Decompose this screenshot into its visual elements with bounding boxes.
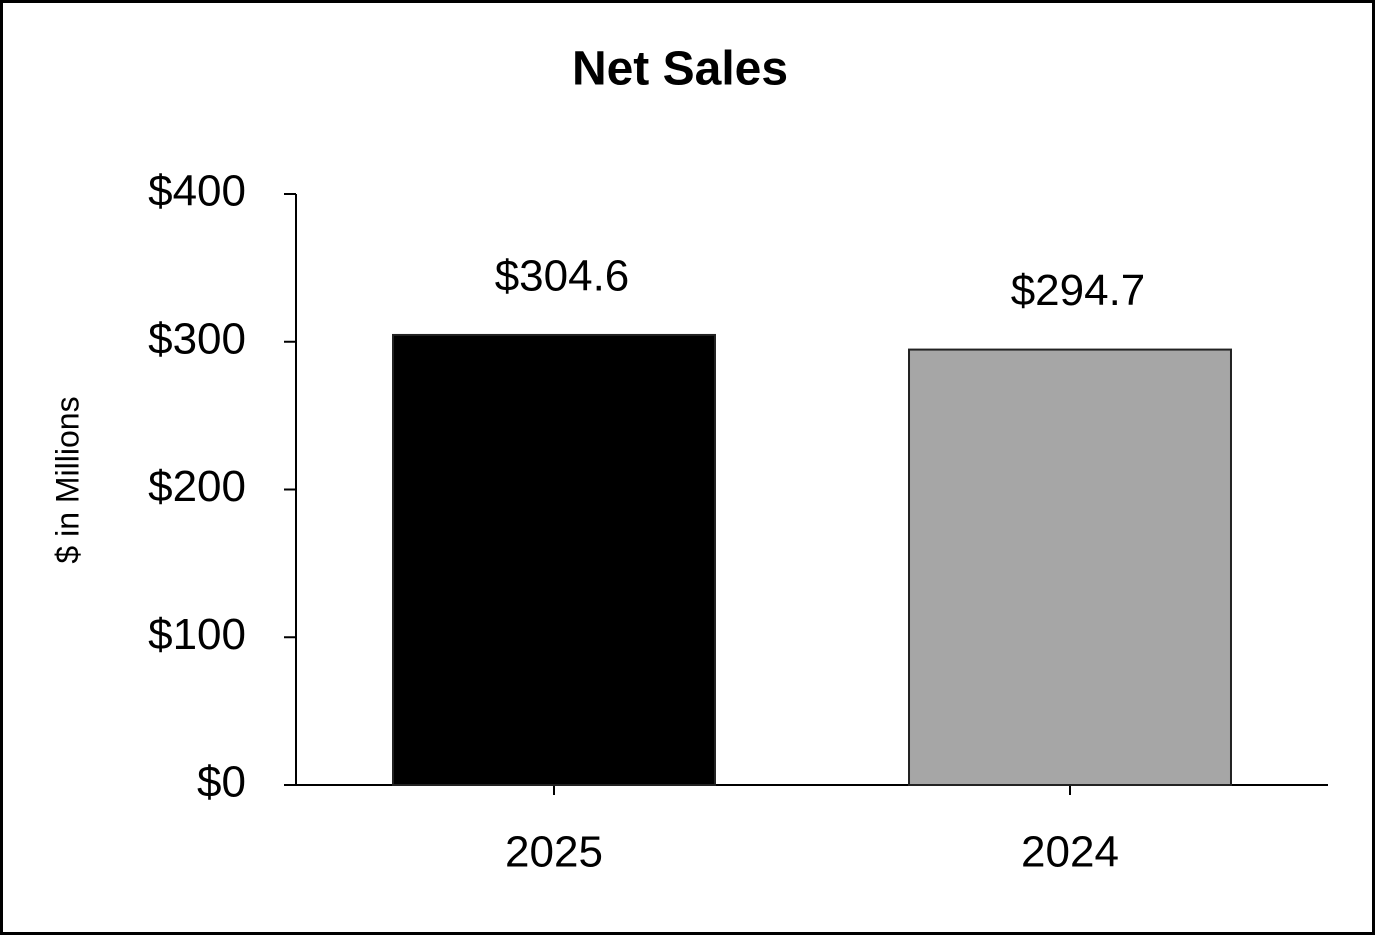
x-tick-label: 2025 [505, 828, 603, 877]
bar [908, 348, 1232, 786]
value-label: $294.7 [1011, 266, 1146, 315]
x-tick-label: 2024 [1021, 828, 1119, 877]
y-tick-label: $100 [148, 610, 246, 659]
y-tick-label: $0 [197, 758, 246, 807]
y-tick-label: $200 [148, 462, 246, 511]
bar [392, 333, 716, 786]
y-tick-label: $400 [148, 167, 246, 216]
y-axis-label: $ in Millions [49, 396, 85, 563]
chart-title: Net Sales [572, 43, 788, 96]
y-tick-label: $300 [148, 314, 246, 363]
value-label: $304.6 [495, 252, 630, 301]
